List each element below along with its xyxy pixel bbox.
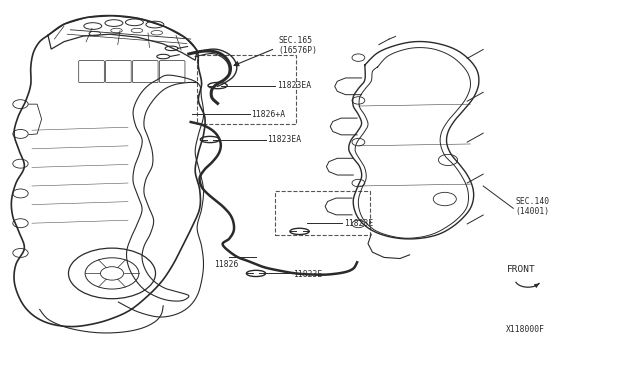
Text: X118000F: X118000F (506, 325, 545, 334)
Bar (197, 55, 296, 124)
Text: 11826: 11826 (214, 260, 239, 269)
Text: 11823EA: 11823EA (268, 135, 301, 144)
Text: 11823E: 11823E (344, 219, 374, 228)
Text: 11823E: 11823E (293, 270, 323, 279)
Text: 11826+A: 11826+A (252, 110, 285, 119)
Text: FRONT: FRONT (507, 265, 536, 274)
Text: SEC.140
(14001): SEC.140 (14001) (515, 197, 549, 216)
Text: SEC.165
(16576P): SEC.165 (16576P) (278, 36, 317, 55)
Text: 11823EA: 11823EA (277, 81, 311, 90)
Bar (275, 191, 370, 235)
